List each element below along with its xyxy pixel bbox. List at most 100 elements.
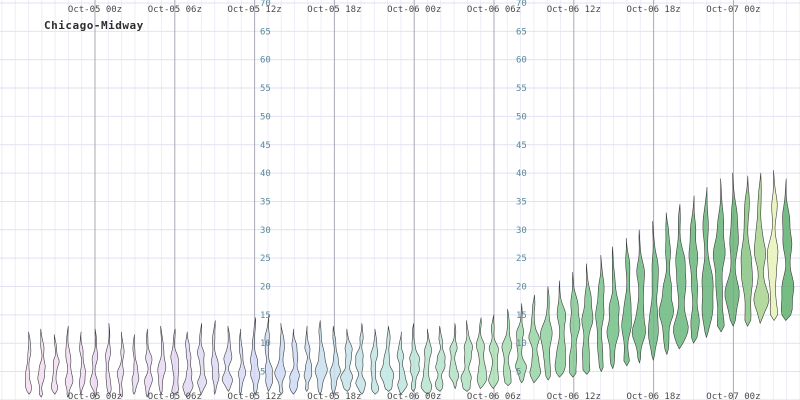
violin-distribution (688, 195, 700, 344)
y-tick-label: 25 (260, 254, 271, 264)
time-label-top: Oct-05 12z (228, 5, 282, 15)
violin-distribution (105, 323, 112, 395)
y-tick-label: 25 (516, 254, 527, 264)
y-tick-label: 60 (516, 56, 527, 66)
violin-distribution (501, 308, 513, 386)
time-label-top: Oct-06 06z (467, 5, 521, 15)
violin-distribution (724, 172, 740, 327)
y-tick-label: 50 (260, 112, 271, 122)
violin-distribution (595, 255, 605, 372)
violin-distribution (355, 323, 366, 395)
violin-distribution (434, 325, 446, 392)
time-label-bottom: Oct-05 00z (68, 392, 122, 400)
violin-distribution (476, 317, 488, 389)
time-label-bottom: Oct-05 12z (228, 392, 282, 400)
violin-distribution (144, 328, 153, 398)
violin-distribution (37, 328, 46, 398)
violin-distribution (303, 325, 313, 392)
y-tick-label: 50 (516, 112, 527, 122)
y-tick-label: 45 (516, 141, 527, 151)
violin-distribution (753, 172, 770, 324)
time-label-bottom: Oct-07 00z (706, 392, 760, 400)
violin-distribution (780, 178, 795, 321)
station-title: Chicago-Midway (44, 19, 144, 32)
time-label-bottom: Oct-06 12z (547, 392, 601, 400)
violin-distribution (648, 221, 659, 361)
y-tick-label: 45 (260, 141, 271, 151)
y-tick-label: 65 (260, 27, 271, 37)
violin-distribution (274, 323, 286, 395)
violin-distribution (528, 294, 542, 384)
violin-distribution (340, 328, 353, 392)
violin-distribution (25, 331, 32, 395)
violin-distribution (289, 328, 300, 395)
y-tick-label: 40 (260, 169, 271, 179)
y-tick-label: 10 (260, 339, 271, 349)
violin-distribution (221, 325, 233, 392)
violin-distribution (540, 286, 553, 381)
violin-distribution (606, 246, 620, 369)
y-tick-label: 40 (516, 169, 527, 179)
violin-distribution (79, 331, 86, 395)
violin-distribution (767, 170, 779, 321)
y-tick-label: 70 (260, 0, 271, 9)
violin-distribution (314, 320, 328, 395)
violin-distribution (329, 325, 341, 395)
time-label-top: Oct-06 12z (547, 5, 601, 15)
violin-distribution (581, 263, 594, 375)
time-label-top: Oct-06 18z (627, 5, 681, 15)
violin-distribution (170, 328, 179, 395)
time-label-top: Oct-05 06z (148, 5, 202, 15)
violin-distribution (197, 323, 207, 395)
violin-distribution (488, 314, 499, 389)
violin-distribution (621, 238, 632, 367)
violin-distribution (396, 331, 408, 395)
y-tick-label: 70 (516, 0, 527, 9)
violin-distribution (250, 317, 261, 395)
y-tick-label: 30 (260, 226, 271, 236)
time-label-top: Oct-05 00z (68, 5, 122, 15)
violin-distribution (264, 314, 273, 392)
y-tick-label: 15 (516, 311, 527, 321)
y-tick-label: 10 (516, 339, 527, 349)
violin-distribution (379, 325, 395, 392)
violin-distribution (673, 204, 689, 350)
y-tick-label: 30 (516, 226, 527, 236)
y-tick-label: 15 (260, 311, 271, 321)
violin-distribution (515, 303, 527, 384)
violin-distribution (569, 272, 581, 378)
y-tick-label: 5 (516, 368, 521, 378)
y-tick-label: 35 (516, 197, 527, 207)
violin-distribution (701, 187, 714, 338)
violin-distribution (238, 328, 246, 395)
violin-distribution (420, 328, 433, 395)
violin-distribution (64, 325, 74, 398)
y-tick-label: 55 (260, 84, 271, 94)
violin-distribution (211, 320, 220, 395)
violin-distribution (50, 334, 60, 395)
time-label-bottom: Oct-06 00z (387, 392, 441, 400)
y-tick-label: 60 (260, 56, 271, 66)
violin-distribution (448, 323, 460, 389)
y-tick-label: 20 (260, 283, 271, 293)
time-label-bottom: Oct-05 18z (307, 392, 361, 400)
violin-distribution (658, 212, 674, 355)
violin-distribution (131, 334, 140, 395)
violin-distribution (182, 331, 194, 398)
violin-distribution (116, 331, 125, 398)
time-label-bottom: Oct-06 06z (467, 392, 521, 400)
time-label-bottom: Oct-06 18z (627, 392, 681, 400)
time-label-top: Oct-06 00z (387, 5, 441, 15)
violin-distribution (157, 325, 167, 395)
violin-distribution (554, 280, 566, 378)
violin-distribution (712, 178, 726, 333)
violin-distribution (89, 328, 98, 398)
y-tick-label: 20 (516, 283, 527, 293)
time-label-top: Oct-07 00z (706, 5, 760, 15)
y-tick-label: 5 (260, 368, 265, 378)
violin-distribution (409, 323, 420, 392)
violin-distribution (370, 328, 379, 395)
y-tick-label: 55 (516, 84, 527, 94)
